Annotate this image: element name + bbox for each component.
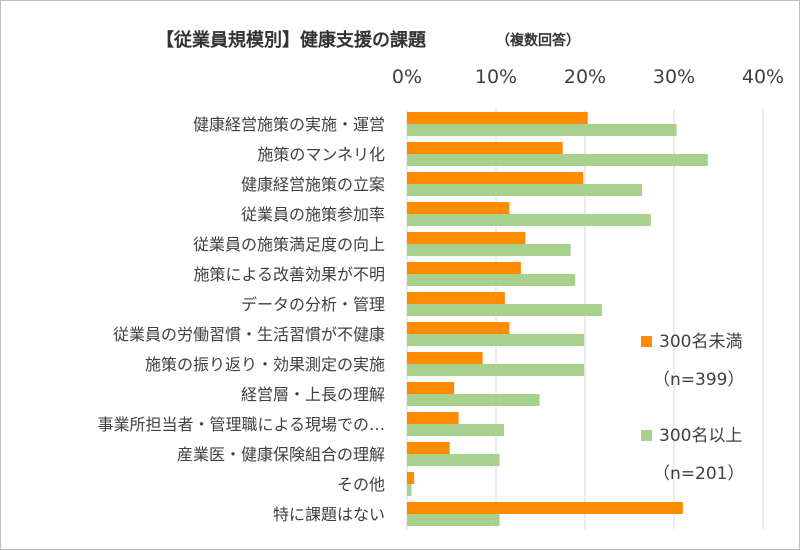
x-tick-label: 40% [742, 66, 784, 88]
legend-swatch [641, 430, 652, 441]
x-tick-label: 20% [564, 66, 606, 88]
bar-under-300 [407, 322, 510, 334]
x-tick-label: 10% [475, 66, 517, 88]
bar-over-300 [407, 334, 585, 346]
category-label: その他 [337, 475, 385, 494]
bar-over-300 [407, 484, 412, 496]
category-label: 施策による改善効果が不明 [193, 265, 385, 284]
bar-over-300 [407, 424, 505, 436]
bar-over-300 [407, 394, 540, 406]
bar-under-300 [407, 262, 521, 274]
bar-under-300 [407, 202, 510, 214]
bar-under-300 [407, 442, 450, 454]
category-label: 特に課題はない [273, 505, 385, 524]
x-axis-tick-labels: 0% 10% 20% 30% 40% [392, 66, 784, 88]
category-label: 施策のマンネリ化 [257, 145, 385, 164]
bar-over-300 [407, 214, 651, 226]
bar-over-300 [407, 154, 708, 166]
bar-over-300 [407, 274, 576, 286]
legend-series-n: （n=201） [653, 464, 744, 484]
x-tick-label: 0% [392, 66, 422, 88]
bar-under-300 [407, 112, 588, 124]
bar-over-300 [407, 184, 642, 196]
legend-series-name: 300名未満 [659, 332, 742, 352]
bar-under-300 [407, 292, 505, 304]
category-label: 経営層・上長の理解 [241, 385, 385, 404]
bars [407, 112, 708, 526]
bar-over-300 [407, 124, 677, 136]
category-label: 産業医・健康保険組合の理解 [177, 445, 385, 464]
chart-subtitle: （複数回答） [496, 32, 580, 49]
category-label: 従業員の施策参加率 [241, 205, 385, 224]
bar-under-300 [407, 412, 459, 424]
category-labels: 健康経営施策の実施・運営施策のマンネリ化健康経営施策の立案従業員の施策参加率従業… [97, 115, 385, 524]
chart-title-group: 【従業員規模別】健康支援の課題 （複数回答） [156, 29, 580, 51]
x-tick-label: 30% [653, 66, 695, 88]
bar-under-300 [407, 142, 563, 154]
bar-over-300 [407, 244, 571, 256]
bar-over-300 [407, 304, 602, 316]
bar-under-300 [407, 352, 483, 364]
category-label: 従業員の労働習慣・生活習慣が不健康 [113, 325, 385, 344]
bar-under-300 [407, 232, 526, 244]
category-label: データの分析・管理 [241, 295, 385, 314]
legend-series-n: （n=399） [653, 370, 744, 390]
legend: 300名未満 （n=399） 300名以上 （n=201） [641, 332, 744, 484]
bar-over-300 [407, 364, 585, 376]
bar-under-300 [407, 382, 455, 394]
legend-series-name: 300名以上 [659, 426, 742, 446]
bar-over-300 [407, 514, 500, 526]
bar-under-300 [407, 472, 415, 484]
bar-under-300 [407, 172, 584, 184]
category-label: 健康経営施策の実施・運営 [193, 115, 385, 134]
category-label: 健康経営施策の立案 [241, 175, 385, 194]
legend-swatch [641, 336, 652, 347]
bar-over-300 [407, 454, 500, 466]
category-label: 事業所担当者・管理職による現場での… [97, 415, 385, 434]
category-label: 施策の振り返り・効果測定の実施 [145, 355, 385, 374]
bar-under-300 [407, 502, 683, 514]
chart-title: 【従業員規模別】健康支援の課題 [156, 29, 427, 51]
category-label: 従業員の施策満足度の向上 [193, 235, 385, 254]
